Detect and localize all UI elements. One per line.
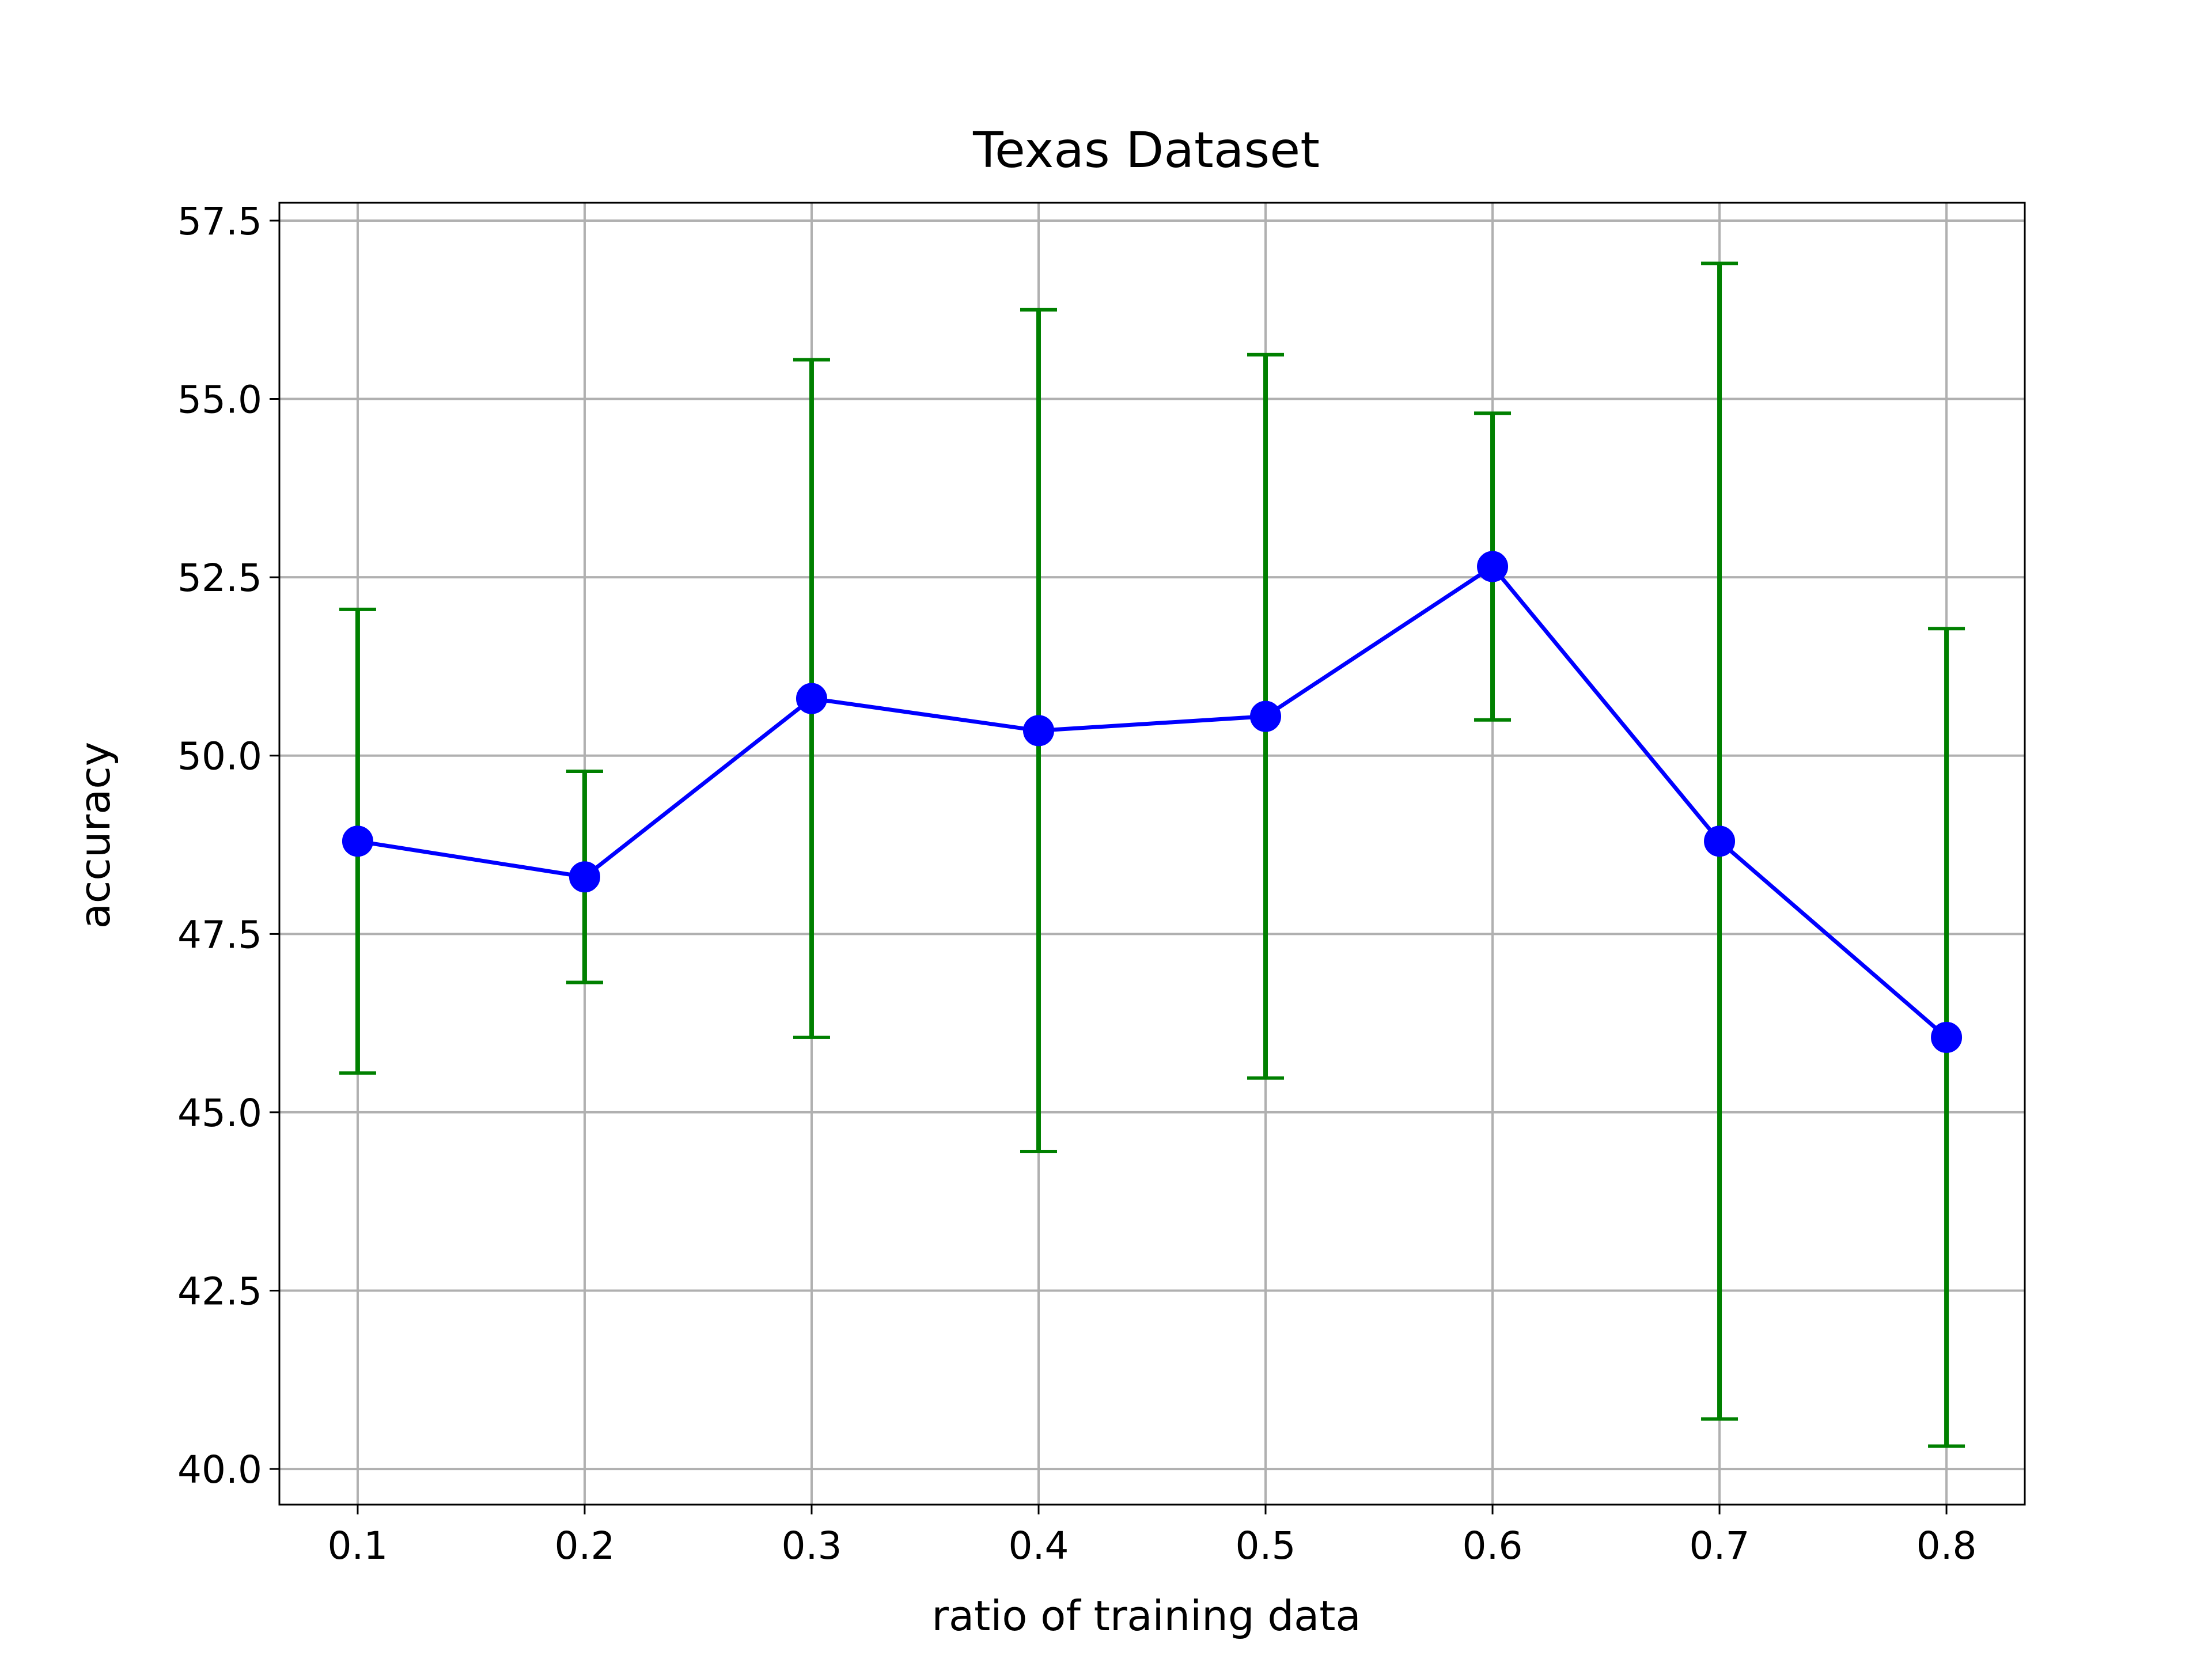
y-tick-label: 57.5: [177, 199, 262, 244]
y-tick-label: 47.5: [177, 912, 262, 957]
data-point: [342, 825, 373, 857]
data-point: [1022, 715, 1054, 747]
y-tick-label: 55.0: [177, 378, 262, 422]
data-point: [1931, 1021, 1963, 1053]
x-ticks: 0.1 0.2 0.3 0.4 0.5 0.6 0.7 0.8: [327, 1505, 1977, 1568]
y-tick-label: 42.5: [177, 1269, 262, 1313]
chart-title: Texas Dataset: [972, 122, 1320, 179]
x-tick-label: 0.7: [1690, 1524, 1750, 1568]
y-tick-label: 50.0: [177, 734, 262, 779]
x-tick-label: 0.4: [1009, 1524, 1069, 1568]
x-tick-label: 0.1: [327, 1524, 388, 1568]
series-line: [357, 565, 1948, 1039]
series-lines: [357, 565, 1948, 1039]
data-point: [1704, 825, 1736, 857]
data-point: [1250, 700, 1282, 732]
plot-frame: [278, 202, 2026, 1506]
y-tick-label: 40.0: [177, 1448, 262, 1492]
data-point: [569, 861, 600, 893]
x-tick-label: 0.6: [1463, 1524, 1523, 1568]
y-tick-label: 52.5: [177, 556, 262, 600]
x-tick-label: 0.2: [554, 1524, 615, 1568]
data-point: [1477, 551, 1509, 582]
y-axis-label: accuracy: [71, 742, 119, 929]
x-tick-label: 0.8: [1916, 1524, 1977, 1568]
data-point: [796, 683, 827, 714]
x-tick-label: 0.5: [1236, 1524, 1296, 1568]
x-tick-label: 0.3: [781, 1524, 842, 1568]
series-markers: [342, 551, 1963, 1053]
x-axis-label: ratio of training data: [931, 1592, 1361, 1640]
y-tick-label: 45.0: [177, 1091, 262, 1135]
y-ticks: 40.0 42.5 45.0 47.5 50.0 52.5 55.0 57.5: [177, 199, 279, 1492]
